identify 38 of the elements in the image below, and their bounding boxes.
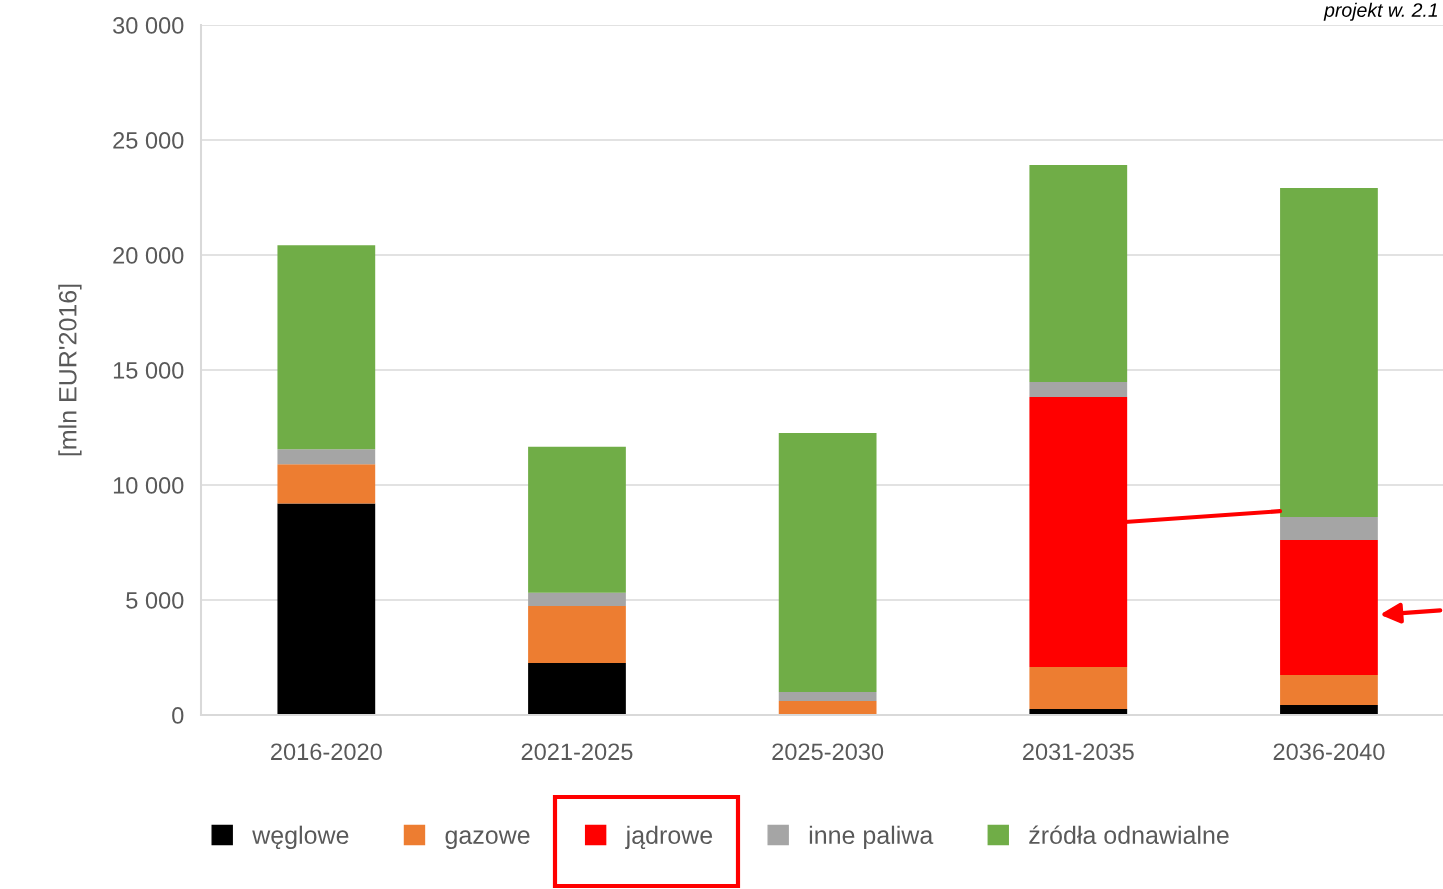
bar <box>277 449 376 465</box>
text: projekt w. 2.1 <box>1323 2 1438 21</box>
bar <box>528 605 626 664</box>
x-tick-label: 2025-2030 <box>772 743 884 761</box>
y-tick-label: 25 000 <box>113 132 184 149</box>
bar <box>778 692 877 701</box>
y-tick-label: 10 000 <box>113 477 184 494</box>
legend-label: inne paliwa <box>809 825 934 849</box>
y-tick-label: 15 000 <box>113 362 184 379</box>
y-tick-label: 30 000 <box>113 17 184 34</box>
x-tick-label: 2036-2040 <box>1273 743 1385 761</box>
legend-label: jądrowe <box>625 825 713 849</box>
bar <box>1029 666 1128 710</box>
bar <box>1280 188 1378 517</box>
bar <box>1280 674 1378 706</box>
legend-label: gazowe <box>445 830 530 849</box>
bar <box>1029 165 1128 382</box>
legend-label: źródła odnawialne <box>1029 825 1229 845</box>
y-axis-title: [mln EUR'2016] <box>58 284 82 456</box>
y-tick-label: 5 000 <box>126 592 184 609</box>
legend-label: węglowe <box>252 825 349 849</box>
bar <box>528 592 626 606</box>
x-tick-label: 2016-2020 <box>271 743 382 761</box>
bar <box>778 433 877 692</box>
bar <box>277 464 376 504</box>
bar <box>277 503 376 715</box>
bar <box>1280 539 1378 675</box>
y-tick-label: 20 000 <box>113 247 184 264</box>
bar <box>528 446 626 593</box>
bar <box>1280 516 1378 540</box>
bar <box>528 663 626 715</box>
bar <box>1280 705 1378 715</box>
bar <box>1029 381 1128 397</box>
bar <box>778 700 877 715</box>
bar <box>277 245 376 450</box>
y-tick-label: 0 <box>172 707 184 724</box>
x-tick-label: 2031-2035 <box>1023 743 1134 761</box>
x-tick-label: 2021-2025 <box>521 743 633 761</box>
